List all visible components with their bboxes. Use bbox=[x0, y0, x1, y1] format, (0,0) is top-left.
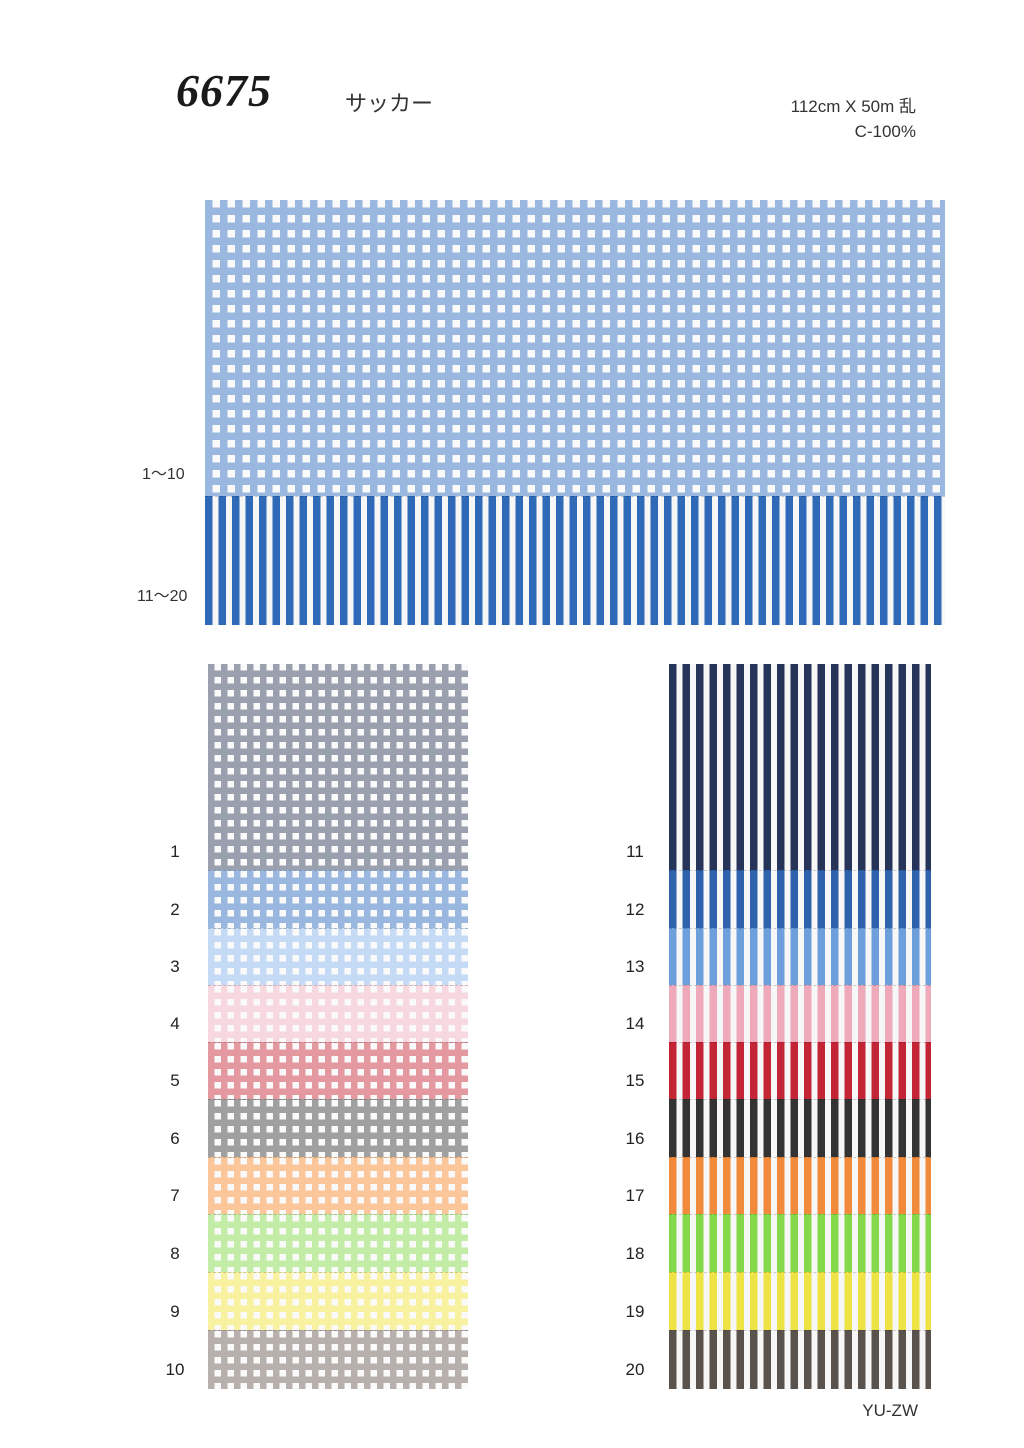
stripe-swatch-number: 20 bbox=[625, 1360, 645, 1379]
gingham-swatch-4 bbox=[208, 985, 468, 1043]
gingham-swatch-5 bbox=[208, 1042, 468, 1100]
gingham-swatch-1 bbox=[208, 664, 468, 870]
stripe-swatch-15 bbox=[669, 1042, 931, 1100]
stripe-swatch-11 bbox=[669, 664, 931, 870]
hero-gingham-swatch bbox=[205, 200, 945, 496]
gingham-swatch-number: 1 bbox=[170, 842, 180, 861]
gingham-swatch-number: 8 bbox=[170, 1244, 180, 1263]
gingham-swatch-9 bbox=[208, 1272, 468, 1331]
stripe-swatch-number: 15 bbox=[625, 1071, 645, 1090]
hero-stripe-swatch bbox=[205, 496, 945, 625]
stripe-swatch-16 bbox=[669, 1099, 931, 1158]
stripe-swatch-number: 16 bbox=[625, 1129, 645, 1148]
gingham-swatch-2 bbox=[208, 870, 468, 929]
range-label-stripe: 11〜20 bbox=[137, 588, 188, 605]
stripe-swatch-13 bbox=[669, 928, 931, 986]
gingham-swatch-number: 2 bbox=[170, 900, 180, 919]
gingham-swatch-number: 5 bbox=[170, 1071, 180, 1090]
stripe-swatch-number: 17 bbox=[625, 1186, 645, 1205]
spec-fiber-content: C-100% bbox=[854, 122, 916, 141]
stripe-swatch-number: 12 bbox=[625, 900, 645, 919]
fabric-name: サッカー bbox=[345, 91, 434, 116]
gingham-swatch-number: 10 bbox=[165, 1360, 185, 1379]
gingham-swatch-7 bbox=[208, 1157, 468, 1215]
gingham-swatch-number: 7 bbox=[170, 1186, 180, 1205]
stripe-swatch-number: 13 bbox=[625, 957, 645, 976]
gingham-swatch-8 bbox=[208, 1214, 468, 1273]
gingham-swatch-number: 6 bbox=[170, 1129, 180, 1148]
stripe-swatch-number: 11 bbox=[626, 842, 644, 861]
stripe-swatch-17 bbox=[669, 1157, 931, 1215]
stripe-swatch-20 bbox=[669, 1330, 931, 1389]
gingham-swatch-6 bbox=[208, 1099, 468, 1158]
gingham-swatch-number: 3 bbox=[170, 957, 180, 976]
article-number: 6675 bbox=[176, 65, 272, 116]
stripe-swatch-number: 18 bbox=[625, 1244, 645, 1263]
stripe-swatch-12 bbox=[669, 870, 931, 929]
spec-width-length: 112cm X 50m 乱 bbox=[790, 97, 916, 116]
gingham-swatch-number: 4 bbox=[170, 1014, 180, 1033]
stripe-swatch-19 bbox=[669, 1272, 931, 1331]
stripe-swatch-14 bbox=[669, 985, 931, 1043]
stripe-swatch-18 bbox=[669, 1214, 931, 1273]
stripe-swatch-number: 19 bbox=[625, 1302, 645, 1321]
gingham-swatch-10 bbox=[208, 1330, 468, 1389]
gingham-swatch-number: 9 bbox=[170, 1302, 180, 1321]
range-label-gingham: 1〜10 bbox=[142, 466, 185, 483]
gingham-swatch-3 bbox=[208, 928, 468, 986]
mill-code: YU-ZW bbox=[862, 1401, 918, 1420]
stripe-swatch-number: 14 bbox=[625, 1014, 645, 1033]
